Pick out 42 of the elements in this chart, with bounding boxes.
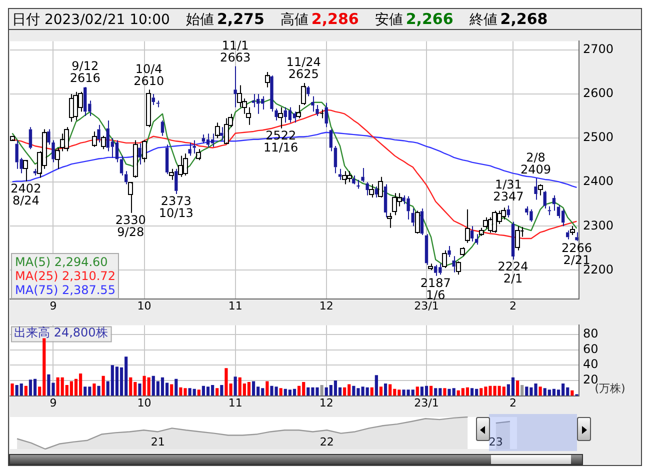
annotation: 2402 8/24 <box>10 181 42 208</box>
x-tick-label: 9 <box>50 299 57 312</box>
x-tick-label: 11 <box>228 396 242 410</box>
x-tick-label: 10 <box>137 299 152 312</box>
x-tick-label: 10 <box>137 396 152 410</box>
x-tick-label: 12 <box>319 299 334 312</box>
y-tick-label: 40 <box>583 357 598 372</box>
annotation: 1/31 2347 <box>493 178 524 204</box>
x-tick-label: 23 <box>488 435 503 448</box>
y-axis-title: (万株) <box>594 382 626 396</box>
annotation: 2373 10/13 <box>158 194 194 220</box>
annotation: 11/1 2663 <box>220 38 251 64</box>
chart-title: 日付 2023/02/21 10:00 <box>12 12 170 28</box>
annotation: 9/12 2616 <box>70 59 100 86</box>
text: MA(25) 2,310.72 <box>15 268 116 283</box>
x-tick-label: 2 <box>509 396 516 410</box>
annotation: 2/8 2409 <box>520 150 552 176</box>
annotation: 2330 9/28 <box>115 213 146 240</box>
y-tick-label: 80 <box>583 326 598 341</box>
text: 安値 2,266 <box>374 10 454 28</box>
text: 始値 2,275 <box>186 10 264 28</box>
text: MA(75) 2,387.55 <box>15 282 116 297</box>
text: 高値 2,286 <box>280 10 359 28</box>
x-tick-label: 9 <box>50 396 57 410</box>
x-tick-label: 21 <box>150 435 165 448</box>
y-tick-label: 2400 <box>583 174 614 188</box>
y-tick-label: 60 <box>583 342 598 356</box>
y-tick-label: 2500 <box>583 130 614 144</box>
y-tick-label: 2300 <box>583 218 614 232</box>
x-tick-label: 22 <box>320 435 334 448</box>
annotation: 11/24 2625 <box>286 55 321 82</box>
x-tick-label: 2 <box>509 299 516 312</box>
x-tick-label: 11 <box>228 299 242 312</box>
text: MA(5) 2,294.60 <box>15 254 109 269</box>
annotation: 出来高 24,800株 <box>14 325 108 340</box>
x-tick-label: 12 <box>319 396 334 410</box>
annotation: 10/4 2610 <box>134 62 164 88</box>
y-tick-label: 2700 <box>583 42 614 56</box>
text: 終値 2,268 <box>469 10 548 28</box>
x-tick-label: 23/1 <box>414 396 439 410</box>
annotation: 2224 2/1 <box>498 260 528 286</box>
y-tick-label: 2600 <box>583 86 614 100</box>
